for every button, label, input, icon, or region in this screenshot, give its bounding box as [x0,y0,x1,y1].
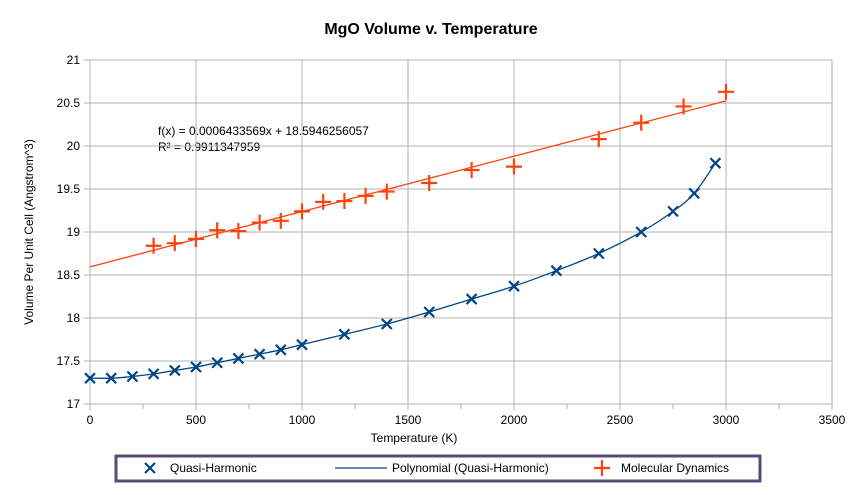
y-tick-label: 20 [67,139,81,153]
quasi-harmonic-point [688,187,700,200]
quasi-harmonic-point [465,293,478,305]
molecular-dynamics-point [590,131,607,148]
molecular-dynamics-point [463,162,480,179]
y-tick-label: 18.5 [57,268,81,282]
molecular-dynamics-point [675,98,692,115]
y-tick-label: 21 [67,53,81,67]
chart-title: MgO Volume v. Temperature [324,21,537,38]
polynomial-trendline [89,162,716,379]
molecular-dynamics-point [209,222,226,239]
y-tick-label: 20.5 [57,96,81,110]
molecular-dynamics-point [188,230,204,247]
x-tick-label: 2500 [607,413,634,427]
legend-marker-quasi-harmonic [144,462,156,474]
quasi-harmonic-point [667,205,679,218]
molecular-dynamics-point [230,223,247,240]
molecular-dynamics-point [251,214,268,231]
legend [114,454,762,483]
x-tick-label: 3000 [713,413,740,427]
quasi-harmonic-point [338,328,351,341]
legend-label: Molecular Dynamics [621,461,729,475]
molecular-dynamics-point [145,237,162,254]
molecular-dynamics-point [336,193,353,210]
quasi-harmonic-point [275,344,287,356]
y-tick-label: 17.5 [57,354,81,368]
y-tick-label: 19 [67,225,81,239]
trend-r-squared: R² = 0.9911347959 [158,140,261,154]
molecular-dynamics-point [633,114,650,131]
legend-marker-molecular-dynamics [594,460,610,476]
x-tick-label: 0 [87,413,94,427]
trend-equation: f(x) = 0.0006433569x + 18.5946256057 [158,124,369,138]
x-tick-label: 1000 [289,413,316,427]
y-tick-label: 18 [67,311,81,325]
quasi-harmonic-point [423,306,435,318]
quasi-harmonic-point [169,364,181,377]
quasi-harmonic-point [190,361,202,373]
x-tick-label: 1500 [395,413,422,427]
y-tick-label: 19.5 [57,182,81,196]
quasi-harmonic-point [635,226,647,238]
y-axis-label: Volume Per Unit Cell (Angstrom^3) [22,139,36,325]
quasi-harmonic-point [253,348,266,360]
molecular-dynamics-point [272,212,289,229]
y-tick-label: 17 [67,397,81,411]
molecular-dynamics-point [315,193,332,210]
quasi-harmonic-point [105,372,117,384]
quasi-harmonic-point [381,318,393,330]
quasi-harmonic-point [508,280,520,292]
molecular-dynamics-point [421,174,438,191]
molecular-dynamics-point [166,235,183,252]
quasi-harmonic-point [126,370,139,383]
molecular-dynamics-point [357,187,374,204]
x-tick-label: 500 [186,413,206,427]
legend-label: Polynomial (Quasi-Harmonic) [392,461,549,475]
molecular-dynamics-point [718,83,734,100]
x-tick-label: 2000 [501,413,528,427]
quasi-harmonic-point [147,368,160,380]
quasi-harmonic-point [232,352,245,365]
molecular-dynamics-point [378,183,395,200]
quasi-harmonic-point [296,338,308,351]
x-axis-label: Temperature (K) [371,431,458,445]
quasi-harmonic-point [550,264,563,277]
quasi-harmonic-point [709,157,722,169]
legend-label: Quasi-Harmonic [170,461,257,475]
molecular-dynamics-point [506,158,522,175]
quasi-harmonic-point [84,372,96,384]
quasi-harmonic-point [593,247,605,260]
x-tick-label: 3500 [819,413,846,427]
quasi-harmonic-point [211,356,223,369]
molecular-dynamics-point [294,203,310,220]
